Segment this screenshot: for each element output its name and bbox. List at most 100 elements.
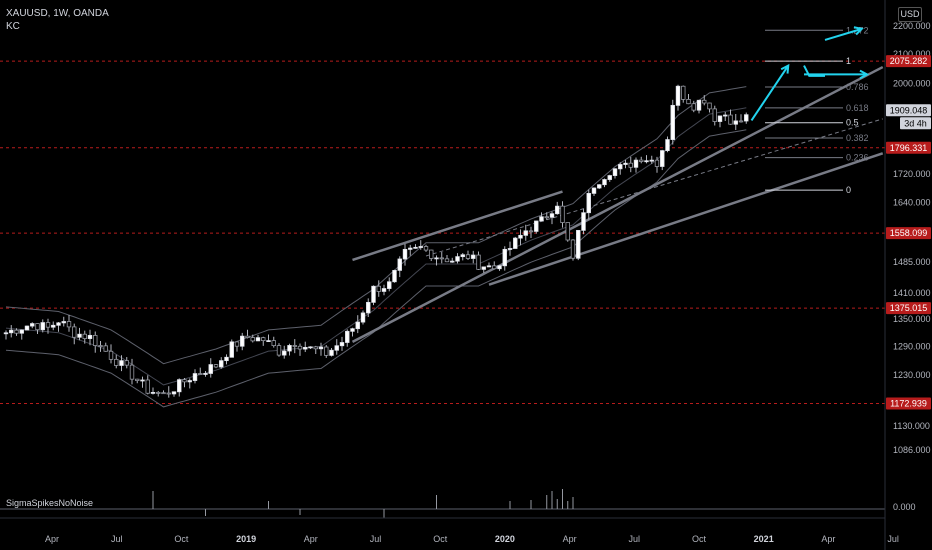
candle-body[interactable] bbox=[329, 349, 334, 356]
candle-body[interactable] bbox=[108, 350, 114, 360]
trend-channel-line[interactable] bbox=[351, 65, 884, 343]
candle-body[interactable] bbox=[397, 258, 402, 271]
candle-body[interactable] bbox=[387, 281, 392, 289]
candle-body[interactable] bbox=[623, 162, 628, 165]
candle-body[interactable] bbox=[597, 184, 602, 189]
candle-body[interactable] bbox=[250, 337, 255, 342]
candle-body[interactable] bbox=[733, 120, 738, 125]
candle-body[interactable] bbox=[9, 329, 14, 334]
candle-body[interactable] bbox=[103, 345, 108, 352]
candle-body[interactable] bbox=[145, 379, 150, 394]
candle-body[interactable] bbox=[318, 346, 324, 350]
candle-body[interactable] bbox=[565, 222, 570, 241]
candle-body[interactable] bbox=[381, 288, 387, 292]
candle-body[interactable] bbox=[744, 114, 749, 122]
candle-body[interactable] bbox=[140, 379, 145, 382]
candle-body[interactable] bbox=[355, 321, 360, 330]
candle-body[interactable] bbox=[334, 345, 339, 351]
candle-body[interactable] bbox=[712, 108, 717, 122]
candle-body[interactable] bbox=[486, 265, 492, 268]
candle-body[interactable] bbox=[297, 345, 303, 350]
candle-body[interactable] bbox=[313, 346, 318, 350]
candle-body[interactable] bbox=[66, 321, 72, 328]
candle-body[interactable] bbox=[156, 392, 161, 394]
candle-body[interactable] bbox=[234, 341, 240, 347]
candle-body[interactable] bbox=[14, 329, 19, 334]
trend-channel-line[interactable] bbox=[352, 190, 563, 262]
candle-body[interactable] bbox=[481, 266, 486, 270]
candle-body[interactable] bbox=[628, 162, 633, 168]
candle-body[interactable] bbox=[523, 230, 528, 236]
candle-body[interactable] bbox=[649, 159, 654, 162]
candle-body[interactable] bbox=[738, 120, 744, 123]
candle-body[interactable] bbox=[686, 99, 691, 105]
candle-body[interactable] bbox=[418, 246, 423, 248]
candle-body[interactable] bbox=[402, 248, 408, 260]
candle-body[interactable] bbox=[3, 332, 9, 335]
candle-body[interactable] bbox=[61, 321, 66, 324]
candle-body[interactable] bbox=[345, 330, 350, 343]
candle-body[interactable] bbox=[639, 159, 644, 162]
candle-body[interactable] bbox=[455, 256, 460, 262]
candle-body[interactable] bbox=[339, 342, 345, 347]
candle-body[interactable] bbox=[681, 85, 686, 100]
candle-body[interactable] bbox=[150, 392, 156, 394]
candle-body[interactable] bbox=[507, 248, 513, 250]
candle-body[interactable] bbox=[35, 323, 40, 331]
price-level-badge[interactable] bbox=[886, 141, 931, 154]
candle-body[interactable] bbox=[728, 114, 733, 125]
candle-body[interactable] bbox=[696, 99, 702, 111]
candle-body[interactable] bbox=[476, 254, 481, 270]
candle-body[interactable] bbox=[717, 115, 723, 122]
candle-body[interactable] bbox=[633, 159, 639, 168]
candle-body[interactable] bbox=[229, 341, 234, 358]
candle-body[interactable] bbox=[19, 329, 24, 334]
candle-body[interactable] bbox=[691, 103, 696, 111]
candle-body[interactable] bbox=[292, 345, 297, 347]
candle-body[interactable] bbox=[266, 340, 271, 342]
candle-body[interactable] bbox=[187, 380, 192, 383]
candle-body[interactable] bbox=[287, 345, 292, 352]
candle-body[interactable] bbox=[45, 322, 51, 328]
candle-body[interactable] bbox=[586, 193, 591, 214]
symbol-title[interactable]: XAUUSD, 1W, OANDA bbox=[6, 8, 109, 19]
candle-body[interactable] bbox=[324, 346, 329, 356]
candle-body[interactable] bbox=[303, 347, 308, 350]
candle-body[interactable] bbox=[591, 187, 597, 194]
candle-body[interactable] bbox=[77, 333, 82, 338]
candle-body[interactable] bbox=[192, 373, 198, 381]
candle-body[interactable] bbox=[444, 258, 450, 263]
candle-body[interactable] bbox=[135, 378, 140, 381]
candle-body[interactable] bbox=[30, 323, 35, 327]
candle-body[interactable] bbox=[654, 159, 660, 167]
candle-body[interactable] bbox=[56, 322, 61, 326]
candle-body[interactable] bbox=[93, 334, 98, 346]
candle-body[interactable] bbox=[245, 335, 250, 338]
candle-body[interactable] bbox=[423, 246, 429, 251]
candle-body[interactable] bbox=[439, 257, 444, 260]
candle-body[interactable] bbox=[129, 364, 135, 380]
candle-body[interactable] bbox=[660, 150, 665, 167]
candle-body[interactable] bbox=[665, 139, 670, 152]
candle-body[interactable] bbox=[350, 328, 355, 332]
candle-body[interactable] bbox=[124, 360, 129, 366]
candle-body[interactable] bbox=[114, 358, 119, 366]
candle-body[interactable] bbox=[549, 213, 555, 218]
candle-body[interactable] bbox=[82, 333, 87, 339]
keltner-upper-band[interactable] bbox=[5, 86, 747, 365]
candle-body[interactable] bbox=[408, 247, 413, 250]
candle-body[interactable] bbox=[555, 205, 560, 215]
currency-button[interactable]: USD bbox=[898, 7, 922, 22]
price-level-badge[interactable] bbox=[886, 227, 931, 240]
candle-body[interactable] bbox=[208, 364, 213, 374]
indicator-pane-title[interactable]: SigmaSpikesNoNoise bbox=[6, 498, 94, 508]
candle-body[interactable] bbox=[308, 346, 313, 349]
candle-body[interactable] bbox=[224, 356, 229, 362]
current-price-badge[interactable] bbox=[886, 104, 931, 117]
candle-body[interactable] bbox=[171, 391, 177, 395]
candle-body[interactable] bbox=[607, 175, 612, 180]
candle-body[interactable] bbox=[544, 216, 549, 219]
price-level-badge[interactable] bbox=[886, 302, 931, 315]
candle-body[interactable] bbox=[371, 285, 376, 303]
